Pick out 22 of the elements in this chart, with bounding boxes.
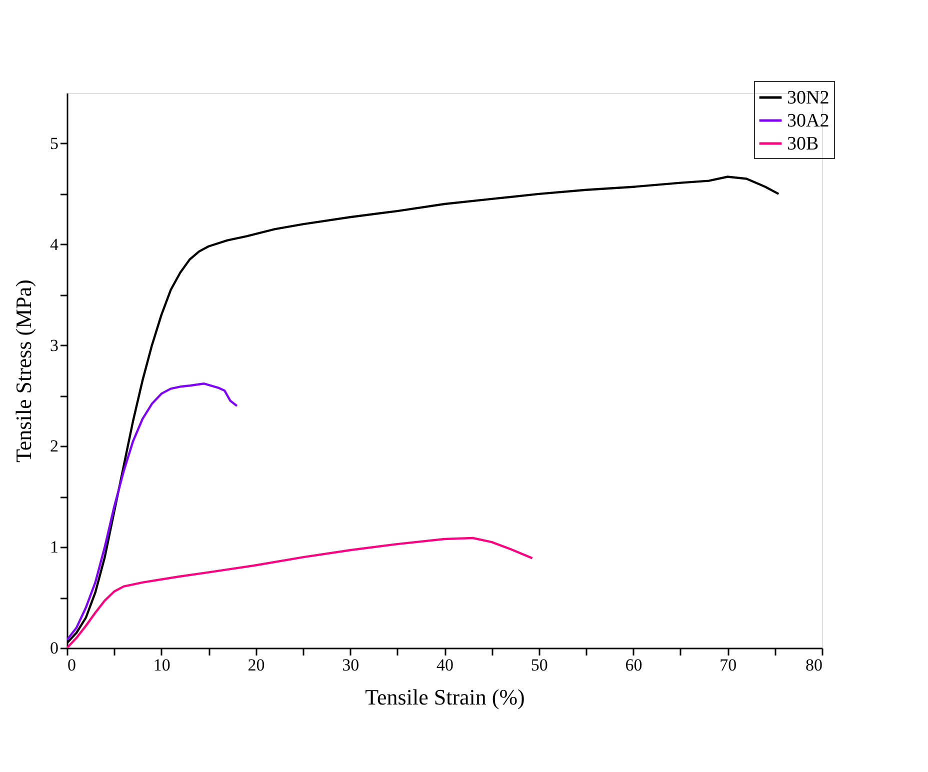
y-tick-label: 2 — [50, 436, 58, 456]
x-tick-label: 30 — [342, 656, 360, 674]
y-tick-label: 4 — [50, 234, 59, 254]
x-tick-label: 10 — [153, 656, 170, 674]
x-tick-label: 0 — [68, 656, 76, 674]
line-series — [67, 536, 534, 648]
y-tick-label: 0 — [50, 638, 58, 658]
y-tick-label: 5 — [50, 134, 58, 153]
y-tick-label: 3 — [50, 336, 58, 355]
y-tick-label: 1 — [50, 538, 58, 557]
x-tick-label: 70 — [720, 656, 737, 674]
legend-label: 30A2 — [787, 110, 830, 132]
y-axis-title: Tensile Stress (MPa) — [11, 280, 36, 462]
x-tick-label: 60 — [625, 656, 642, 674]
x-tick-label: 20 — [248, 656, 265, 674]
line-series — [67, 382, 238, 642]
x-tick-label: 80 — [806, 656, 822, 674]
x-tick-label: 50 — [530, 656, 548, 674]
x-axis-title: Tensile Strain (%) — [365, 684, 525, 710]
legend-label: 30B — [787, 134, 819, 154]
legend-label: 30N2 — [787, 88, 830, 108]
x-tick-label: 40 — [436, 656, 454, 674]
